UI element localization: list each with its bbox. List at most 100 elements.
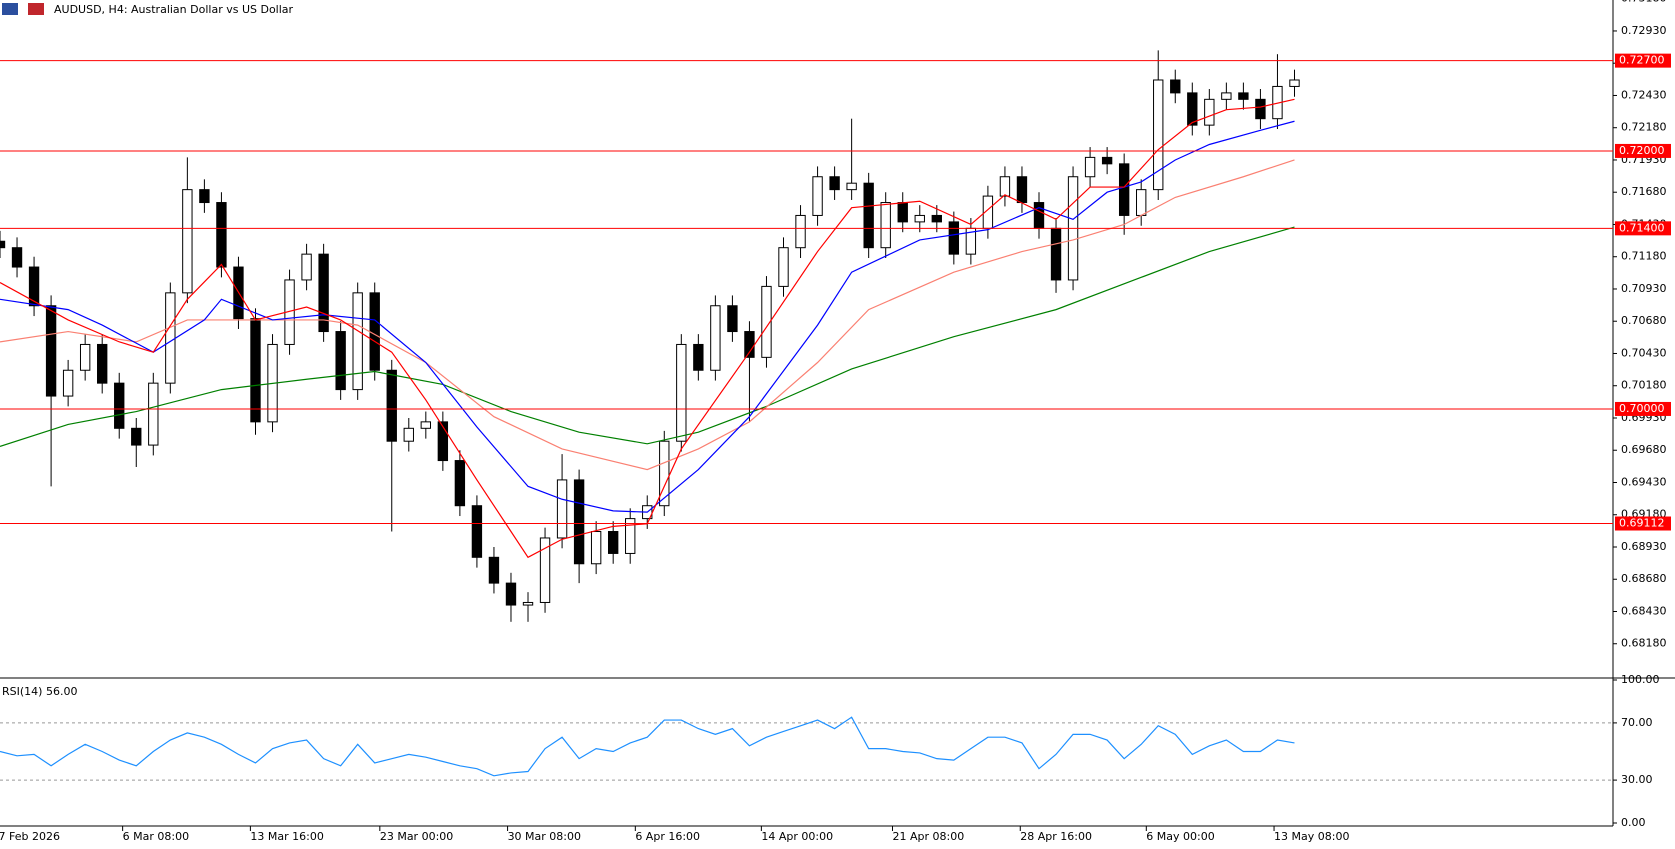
x-tick-label: 6 Mar 08:00 xyxy=(123,830,189,843)
candle-body xyxy=(1033,202,1045,229)
candle-body xyxy=(369,292,380,371)
y-tick-label: 0.72430 xyxy=(1621,88,1667,101)
candle-body xyxy=(1187,92,1198,126)
candle-body xyxy=(62,369,74,397)
level-label: 0.72000 xyxy=(1619,144,1665,157)
candle-body xyxy=(148,382,159,446)
candle-body xyxy=(28,266,40,307)
candle-body xyxy=(1084,156,1096,178)
candle-body xyxy=(403,427,414,442)
candle-body xyxy=(897,202,908,223)
y-tick-label: 30.00 xyxy=(1621,773,1653,786)
candle-body xyxy=(505,582,517,606)
candle-body xyxy=(522,601,534,606)
candle-body xyxy=(250,318,261,423)
candle-body xyxy=(693,343,704,371)
y-tick-label: 0.73180 xyxy=(1621,0,1667,5)
x-tick-label: 27 Feb 2026 xyxy=(0,830,60,843)
candle-body xyxy=(199,189,210,204)
candle-body xyxy=(1050,227,1062,281)
candle-body xyxy=(420,421,432,429)
y-tick-label: 100.00 xyxy=(1621,673,1660,686)
candle-body xyxy=(386,369,397,442)
candle-body xyxy=(0,240,6,249)
candle-body xyxy=(1153,79,1164,191)
level-label: 0.71400 xyxy=(1619,221,1665,234)
candle-body xyxy=(539,537,551,603)
icon xyxy=(2,3,18,15)
y-tick-label: 0.70930 xyxy=(1621,282,1667,295)
candle-body xyxy=(131,427,142,446)
candle-body xyxy=(1170,79,1181,94)
candle-body xyxy=(931,214,942,223)
candle-body xyxy=(744,331,755,358)
x-tick-label: 6 Apr 16:00 xyxy=(635,830,700,843)
y-tick-label: 0.70430 xyxy=(1621,346,1667,359)
candle-body xyxy=(11,247,23,268)
chart-title: AUDUSD, H4: Australian Dollar vs US Doll… xyxy=(54,3,294,16)
level-label: 0.69112 xyxy=(1619,517,1665,530)
candle-body xyxy=(1016,176,1028,204)
x-tick-label: 14 Apr 00:00 xyxy=(761,830,833,843)
candle-body xyxy=(625,518,636,554)
icon xyxy=(28,3,44,15)
candle-body xyxy=(1255,98,1266,120)
candle-body xyxy=(1238,92,1249,100)
candle-body xyxy=(914,214,925,223)
y-tick-label: 0.69680 xyxy=(1621,443,1667,456)
candle-body xyxy=(437,421,449,462)
candle-body xyxy=(165,292,176,384)
y-tick-label: 0.69430 xyxy=(1621,475,1667,488)
candle-body xyxy=(1289,79,1300,87)
candle-body xyxy=(114,382,125,429)
candles xyxy=(0,50,1300,622)
y-tick-label: 0.68930 xyxy=(1621,540,1667,553)
moving-average xyxy=(0,226,1295,447)
y-tick-label: 70.00 xyxy=(1621,716,1653,729)
x-tick-label: 30 Mar 08:00 xyxy=(508,830,581,843)
candle-body xyxy=(45,305,57,397)
level-label-box xyxy=(1615,516,1671,531)
candle-body xyxy=(710,305,721,371)
y-tick-label: 0.71180 xyxy=(1621,250,1667,263)
x-tick-label: 23 Mar 00:00 xyxy=(380,830,453,843)
candle-body xyxy=(1136,189,1147,216)
y-tick-label: 0.70180 xyxy=(1621,379,1667,392)
candle-body xyxy=(1101,156,1113,165)
y-tick-label: 0.00 xyxy=(1621,816,1646,829)
candle-body xyxy=(556,479,568,539)
candle-body xyxy=(659,440,670,507)
candle-body xyxy=(301,253,312,281)
candle-body xyxy=(1118,163,1130,216)
y-tick-label: 0.68180 xyxy=(1621,637,1667,650)
moving-average xyxy=(0,159,1295,471)
rsi-title: RSI(14) 56.00 xyxy=(2,685,77,698)
candle-body xyxy=(216,202,227,268)
candle-body xyxy=(97,343,108,384)
candle-body xyxy=(727,305,738,333)
candle-body xyxy=(1221,92,1232,100)
x-tick-label: 21 Apr 08:00 xyxy=(893,830,965,843)
candle-body xyxy=(846,182,857,191)
candle-body xyxy=(761,285,772,358)
x-tick-label: 6 May 00:00 xyxy=(1146,830,1214,843)
candle-body xyxy=(335,331,346,391)
level-label-box xyxy=(1615,221,1671,236)
candle-body xyxy=(812,176,823,216)
candle-body xyxy=(454,460,466,507)
rsi-line xyxy=(0,716,1295,777)
level-label-box xyxy=(1615,401,1671,416)
level-label: 0.72700 xyxy=(1619,54,1665,67)
y-tick-label: 0.71680 xyxy=(1621,185,1667,198)
candle-body xyxy=(778,247,789,287)
candle-body xyxy=(318,253,329,333)
toolbar-icons xyxy=(2,3,44,15)
y-tick-label: 0.72930 xyxy=(1621,24,1667,37)
x-tick-label: 13 May 08:00 xyxy=(1274,830,1349,843)
x-tick-label: 13 Mar 16:00 xyxy=(250,830,323,843)
y-tick-label: 0.68430 xyxy=(1621,604,1667,617)
y-tick-label: 0.70680 xyxy=(1621,314,1667,327)
candle-body xyxy=(999,176,1011,197)
